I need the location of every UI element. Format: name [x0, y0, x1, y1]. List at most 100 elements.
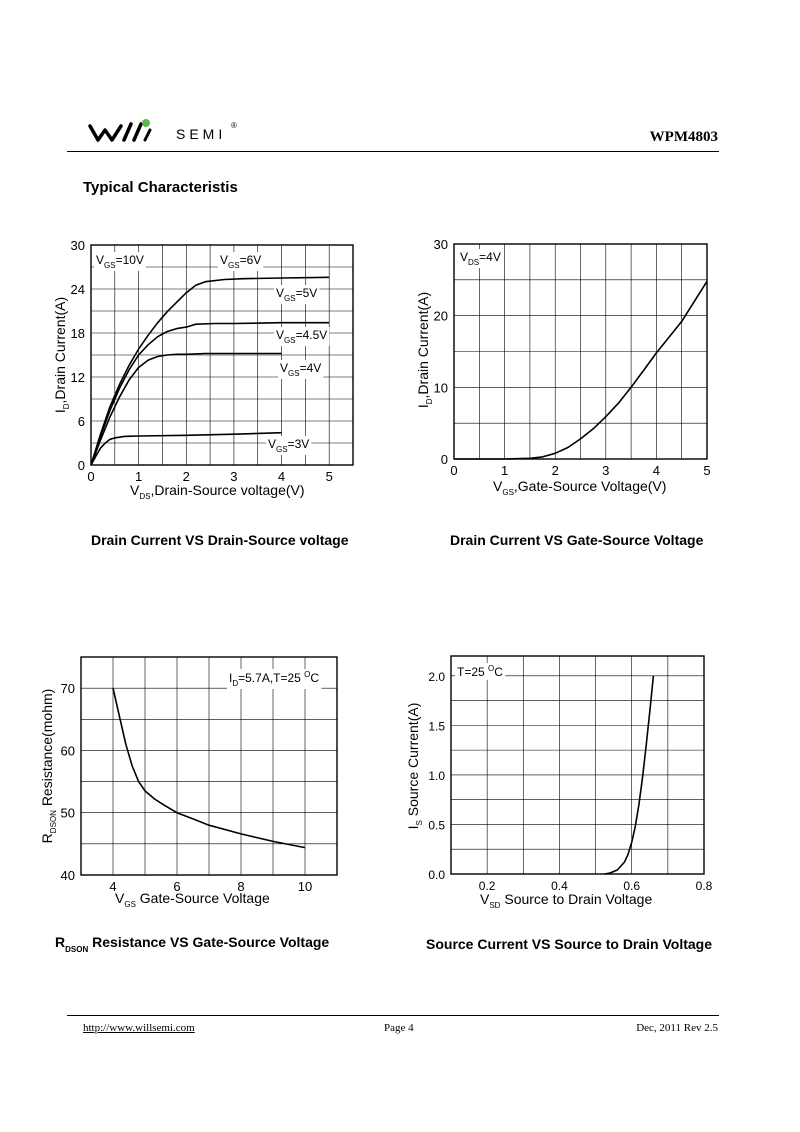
x-axis-label-main: V: [115, 890, 125, 906]
logo-slash-2: [132, 122, 143, 142]
y-tick-label: 0.5: [428, 818, 445, 832]
annotation-bg: [278, 360, 324, 379]
x-tick-label: 1: [501, 463, 508, 478]
brand-name: SEMI: [176, 126, 227, 142]
y-tick-label: 40: [61, 868, 75, 883]
annotation-3-sub: GS: [284, 294, 296, 303]
logo-slash-3: [143, 128, 152, 142]
x-axis-label: VDS,Drain-Source voltage(V): [130, 482, 305, 501]
annotation-bg: [266, 436, 312, 455]
annotation-bg: [458, 249, 503, 268]
header-rule: [67, 151, 719, 152]
annotation-4-main: V: [276, 328, 284, 342]
logo-green-dot: [142, 119, 150, 127]
chart-4: 0.2 0.4 0.6 0.8 0.0 0.5 1.0 1.5 2.0 T=25 OC VSD So…: [405, 655, 713, 910]
y-axis-label-main: I: [405, 825, 421, 829]
caption-chart-4: Source Current VS Source to Drain Voltag…: [426, 936, 713, 952]
annotation-4: VGS=4.5V: [276, 328, 327, 345]
x-axis-label-rest: Source to Drain Voltage: [500, 891, 652, 907]
chart-3: 4 6 8 10 40 50 60 70 ID=5.7A,T=25 OC VGS Gate-Sou…: [39, 656, 338, 909]
annotation-bg: [455, 663, 506, 680]
x-tick-label: 4: [109, 879, 116, 894]
x-tick-label: 10: [298, 879, 312, 894]
x-axis-label-sub: SD: [489, 901, 500, 910]
annotation-1-main: T=25: [457, 665, 488, 679]
annotation-5: VGS=4V: [280, 361, 321, 378]
y-tick-label: 30: [71, 238, 85, 253]
caption-chart-3: RDSON Resistance VS Gate-Source Voltage: [55, 934, 330, 954]
willsemi-logo: [88, 119, 152, 142]
plot-frame: [90, 244, 354, 466]
x-tick-label: 6: [173, 879, 180, 894]
x-tick-label: 4: [653, 463, 660, 478]
y-axis-label-sub: D: [62, 403, 71, 409]
annotation-1-rest: =5.7A,T=25: [238, 671, 304, 685]
y-axis-label-rest: Source Current(A): [405, 703, 421, 820]
annotation-2-main: V: [220, 253, 228, 267]
x-tick-label: 0.6: [623, 879, 640, 893]
annotation-3-main: V: [276, 286, 284, 300]
footer-url-link[interactable]: http://www.willsemi.com: [83, 1022, 195, 1034]
y-tick-label: 20: [434, 309, 448, 324]
y-axis-label: IS Source Current(A): [405, 703, 424, 830]
y-tick-label: 24: [71, 282, 85, 297]
annotation-1-tail: C: [310, 671, 319, 685]
x-tick-label: 0.8: [696, 879, 713, 893]
x-tick-label: 5: [703, 463, 710, 478]
plot-frame: [450, 655, 705, 875]
y-axis-label-rest: ,Drain Current(A): [52, 297, 68, 404]
x-axis-label-sub: GS: [124, 900, 136, 909]
annotation-1: ID=5.7A,T=25 OC: [229, 670, 319, 688]
annotation-1-sub: D: [232, 679, 238, 688]
x-tick-label: 4: [278, 469, 285, 484]
annotation-6: VGS=3V: [268, 437, 309, 454]
annotation-1-main: V: [460, 250, 468, 264]
x-axis-label-main: V: [493, 478, 503, 494]
x-tick-label: 0.2: [479, 879, 496, 893]
x-axis-label-sub: GS: [502, 488, 514, 497]
y-axis-label-main: I: [415, 404, 431, 408]
annotation-1-sub: GS: [104, 261, 116, 270]
annotation-6-rest: =3V: [288, 437, 310, 451]
annotation-4-rest: =4.5V: [296, 328, 328, 342]
annotation-bg: [227, 669, 322, 689]
y-axis-label-main: I: [52, 409, 68, 413]
annotation-1-rest: =4V: [479, 250, 501, 264]
x-axis-label-rest: Gate-Source Voltage: [136, 890, 270, 906]
x-axis-label-sub: DS: [139, 492, 150, 501]
y-axis-label: ID,Drain Current(A): [52, 297, 71, 413]
annotation-2-sub: GS: [228, 261, 240, 270]
y-axis-label: ID,Drain Current(A): [415, 292, 434, 408]
x-tick-label: 2: [183, 469, 190, 484]
annotation-1-main: I: [229, 671, 232, 685]
x-tick-label: 8: [237, 879, 244, 894]
annotation-1-main: V: [96, 253, 104, 267]
y-tick-label: 1.0: [428, 769, 445, 783]
caption-chart-1: Drain Current VS Drain-Source voltage: [91, 532, 349, 548]
y-axis-label-sub: D: [425, 398, 434, 404]
x-tick-label: 0.4: [551, 879, 568, 893]
series-line-1: [112, 687, 306, 849]
x-axis-label-main: V: [130, 482, 140, 498]
footer-date: Dec, 2011 Rev 2.5: [636, 1022, 718, 1034]
chart-3-grid: [81, 657, 337, 875]
series-line-4: [90, 431, 282, 466]
logo-w-mark: [88, 124, 123, 142]
y-tick-label: 50: [61, 806, 75, 821]
y-tick-label: 6: [78, 414, 85, 429]
footer-page-number: Page 4: [384, 1022, 414, 1034]
registered-mark: ®: [231, 121, 237, 130]
y-axis-label-rest: Resistance(mohm): [39, 689, 55, 810]
annotation-1-sub: DS: [468, 258, 479, 267]
annotation-3: VGS=5V: [276, 286, 317, 303]
annotation-5-sub: GS: [288, 369, 300, 378]
annotation-1: VGS=10V: [96, 253, 144, 270]
series-line-1: [90, 276, 330, 466]
x-axis-label-main: V: [480, 891, 490, 907]
y-axis-label: RDSON Resistance(mohm): [39, 689, 58, 844]
y-axis-label-sub: DSON: [49, 810, 58, 833]
caption-3-rest: Resistance VS Gate-Source Voltage: [88, 934, 330, 950]
y-tick-label: 2.0: [428, 670, 445, 684]
x-axis-label: VSD Source to Drain Voltage: [480, 891, 652, 910]
